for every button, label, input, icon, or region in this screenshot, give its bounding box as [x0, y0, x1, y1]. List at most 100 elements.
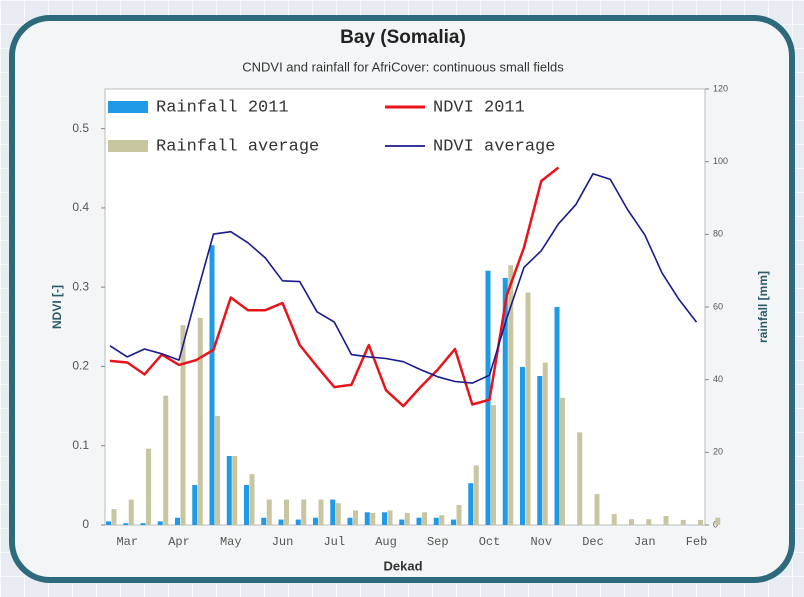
bar	[128, 499, 134, 525]
bar	[157, 521, 163, 525]
bar	[416, 517, 422, 525]
bar	[295, 519, 301, 525]
bar	[140, 523, 146, 525]
legend-swatch	[108, 140, 148, 152]
bar	[646, 519, 652, 525]
bar	[249, 474, 255, 525]
x-tick-label: Sep	[427, 535, 449, 549]
bar	[123, 523, 129, 525]
x-tick-label: Mar	[116, 535, 138, 549]
bar	[284, 499, 289, 525]
chart-title: Bay (Somalia)	[340, 27, 466, 48]
x-tick-label: May	[220, 535, 242, 549]
line	[109, 173, 698, 384]
bar	[502, 277, 508, 525]
bar	[439, 515, 445, 525]
bar	[232, 455, 238, 525]
bar	[456, 505, 462, 525]
bar	[353, 510, 358, 525]
y2-tick-label: 40	[713, 374, 723, 384]
bar	[629, 519, 634, 525]
bar	[698, 519, 703, 525]
bar	[330, 499, 336, 525]
y-tick-label: 0.1	[72, 438, 89, 452]
bar	[347, 517, 353, 525]
bar	[715, 517, 721, 525]
y-tick-label: 0.2	[72, 359, 89, 373]
y-tick-label: 0.4	[72, 200, 89, 214]
y2-axis-label: rainfall [mm]	[756, 271, 770, 343]
bar	[554, 307, 560, 525]
bar	[560, 397, 565, 525]
chart-subtitle: CNDVI and rainfall for AfriCover: contin…	[242, 59, 564, 74]
bar	[209, 245, 215, 525]
legend-label: Rainfall average	[156, 137, 319, 156]
bar	[491, 405, 496, 525]
x-tick-label: Apr	[168, 535, 190, 549]
bar	[278, 519, 284, 525]
bar	[525, 292, 531, 525]
plot-area	[104, 88, 706, 526]
x-tick-label: Nov	[530, 535, 552, 549]
y-tick-label: 0.5	[72, 121, 89, 135]
x-tick-label: Jun	[272, 535, 294, 549]
y2-tick-label: 80	[713, 229, 723, 239]
bar	[680, 519, 686, 525]
bar	[468, 483, 474, 525]
bar	[313, 517, 318, 525]
bar	[318, 499, 324, 525]
y-tick-label: 0	[82, 517, 89, 531]
x-tick-label: Oct	[479, 535, 501, 549]
x-tick-label: Jan	[634, 535, 656, 549]
bar	[594, 494, 600, 525]
legend-label: NDVI average	[433, 137, 555, 156]
legend-swatch	[108, 101, 148, 113]
bar	[473, 465, 479, 525]
y-axis-label: NDVI [-]	[50, 285, 64, 329]
bar	[197, 317, 203, 525]
bar	[404, 513, 410, 525]
bar	[451, 519, 456, 525]
bar	[577, 432, 583, 525]
bar	[370, 513, 376, 525]
bar	[266, 499, 272, 525]
y2-tick-label: 120	[713, 83, 728, 93]
x-tick-label: Dec	[582, 535, 604, 549]
bar	[422, 512, 427, 525]
bar	[508, 265, 514, 525]
bar	[335, 503, 341, 525]
bar	[111, 509, 117, 525]
bar	[106, 521, 111, 525]
bar	[364, 512, 370, 525]
bar	[261, 517, 267, 525]
bar	[387, 510, 393, 525]
bar	[301, 499, 307, 525]
y2-tick-label: 20	[713, 447, 723, 457]
bar	[226, 455, 232, 525]
bar	[611, 514, 617, 525]
bar	[244, 485, 249, 525]
bar	[542, 362, 548, 525]
y2-tick-label: 100	[713, 156, 728, 166]
bar	[175, 517, 180, 525]
x-tick-label: Feb	[686, 535, 708, 549]
bar	[485, 270, 491, 525]
bar	[663, 515, 669, 525]
legend-label: Rainfall 2011	[156, 98, 289, 117]
x-tick-label: Jul	[323, 535, 345, 549]
bar	[146, 448, 151, 525]
bar	[192, 485, 198, 525]
y2-tick-label: 60	[713, 301, 723, 311]
bar	[399, 519, 405, 525]
legend-label: NDVI 2011	[433, 98, 525, 117]
bar	[180, 325, 186, 525]
bar	[382, 512, 387, 525]
bar	[520, 366, 525, 525]
line	[109, 166, 560, 408]
y-tick-label: 0.3	[72, 279, 89, 293]
x-tick-label: Aug	[375, 535, 397, 549]
bar	[433, 517, 439, 525]
bar	[215, 416, 220, 525]
x-axis-label: Dekad	[383, 558, 422, 573]
